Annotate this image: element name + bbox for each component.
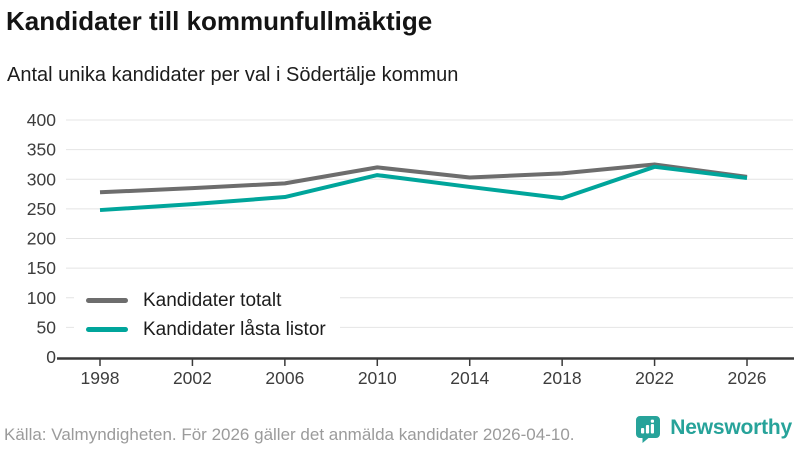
y-tick-label: 100 [27, 288, 56, 308]
x-tick-label: 2010 [358, 368, 397, 388]
page-subtitle: Antal unika kandidater per val i Södertä… [7, 64, 459, 86]
x-tick-label: 2006 [265, 368, 304, 388]
x-tick-label: 1998 [81, 368, 120, 388]
x-tick-label: 2002 [173, 368, 212, 388]
x-tick-label: 2022 [635, 368, 674, 388]
page-title: Kandidater till kommunfullmäktige [6, 6, 433, 36]
legend-swatch-lasta-listor [86, 327, 128, 332]
y-tick-label: 300 [27, 169, 56, 189]
legend-item-totalt: Kandidater totalt [86, 286, 326, 315]
y-tick-label: 400 [27, 110, 56, 130]
source-note: Källa: Valmyndigheten. För 2026 gäller d… [4, 425, 575, 444]
series-line-totalt [99, 162, 748, 195]
y-tick-label: 350 [27, 140, 56, 160]
chart-legend: Kandidater totalt Kandidater låsta listo… [74, 284, 340, 350]
y-tick-label: 50 [37, 317, 57, 337]
legend-item-lasta-listor: Kandidater låsta listor [86, 315, 326, 344]
x-tick-label: 2026 [728, 368, 767, 388]
y-tick-label: 150 [27, 258, 56, 278]
series-line-lasta-listor [99, 164, 748, 213]
y-tick-label: 0 [46, 347, 56, 367]
legend-label-totalt: Kandidater totalt [143, 289, 282, 311]
bar-chart-speech-bubble-icon [636, 416, 661, 443]
x-tick-label: 2014 [450, 368, 489, 388]
legend-swatch-totalt [86, 298, 128, 303]
x-tick-label: 2018 [543, 368, 582, 388]
legend-label-lasta-listor: Kandidater låsta listor [143, 318, 326, 340]
y-tick-label: 200 [27, 229, 56, 249]
brand-name: Newsworthy [670, 416, 792, 439]
y-tick-label: 250 [27, 199, 56, 219]
newsworthy-brand: Newsworthy [633, 413, 792, 443]
